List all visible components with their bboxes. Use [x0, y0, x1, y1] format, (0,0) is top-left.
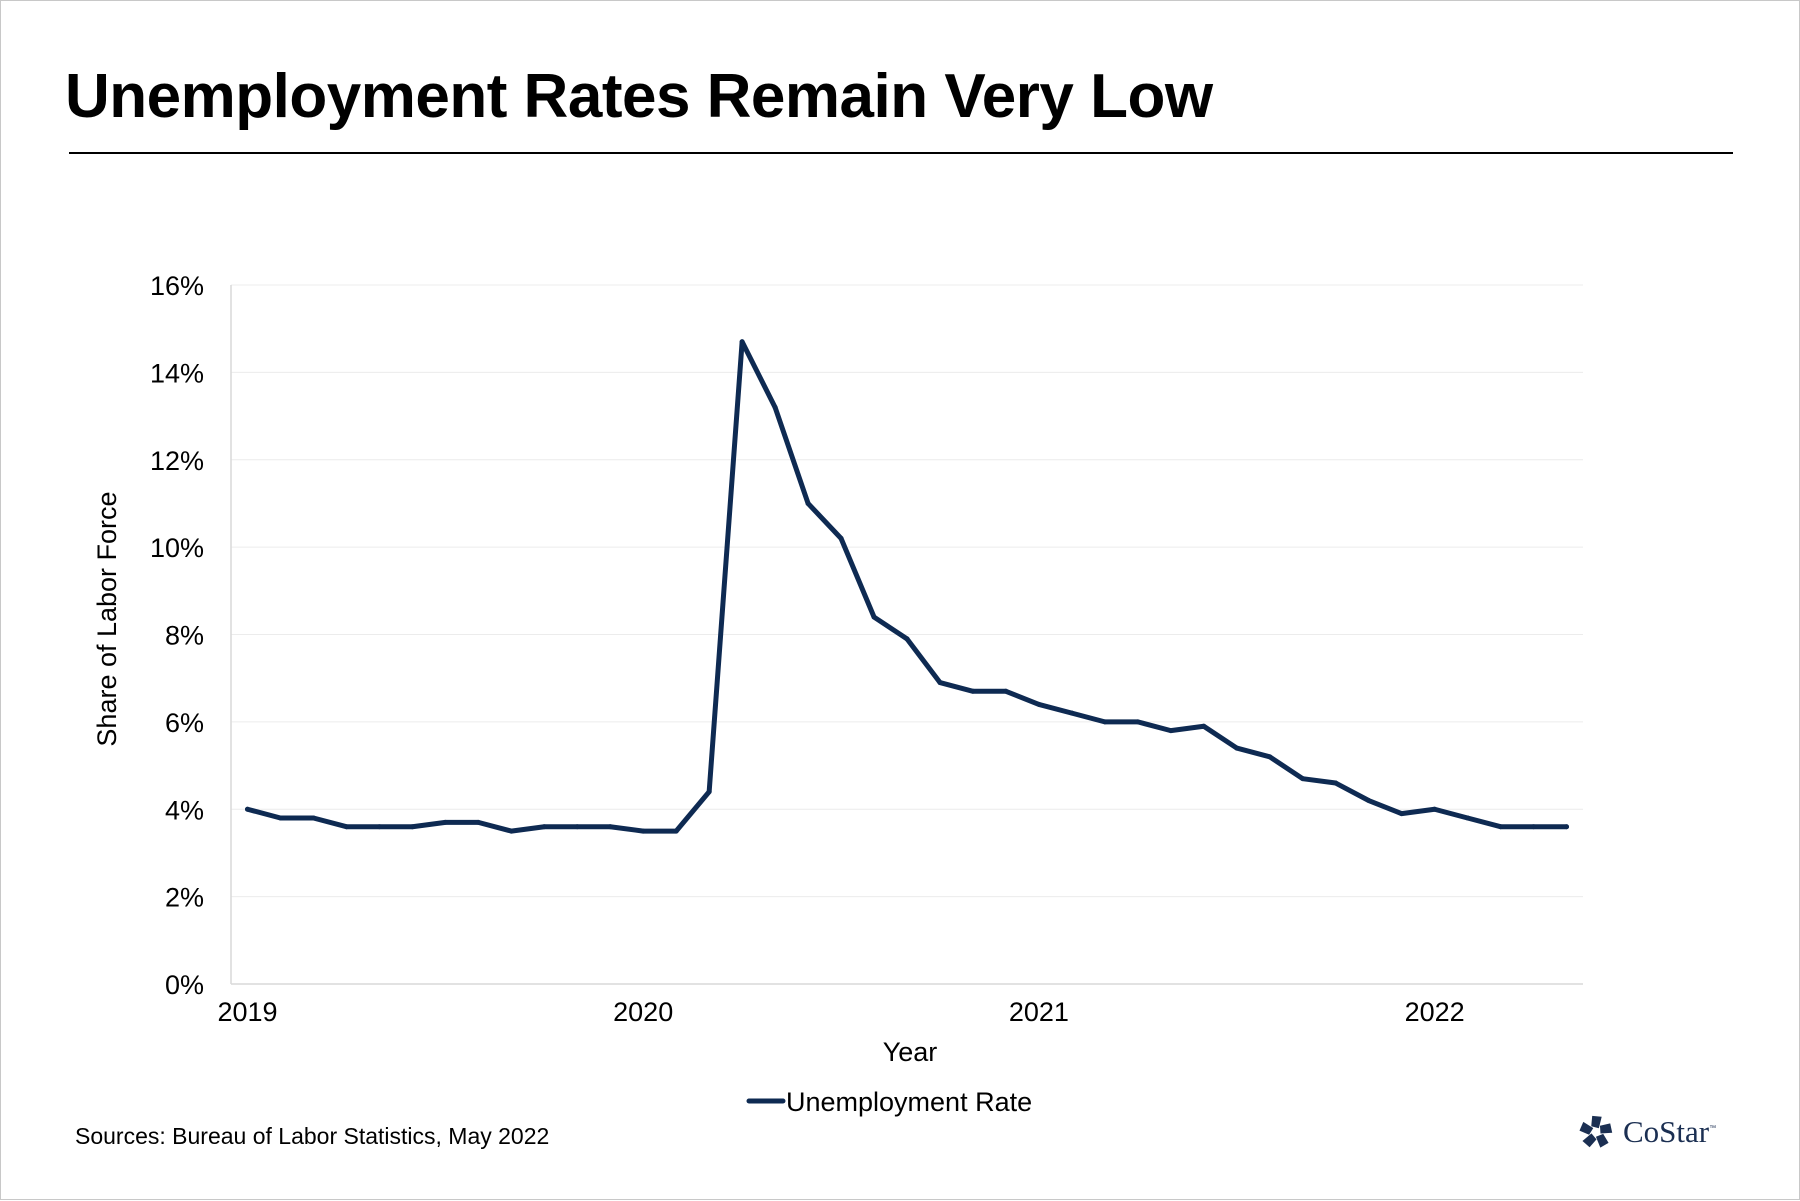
y-tick-label: 6%: [165, 708, 204, 738]
title-divider: [69, 152, 1733, 154]
data-point: [1036, 701, 1042, 707]
data-point: [475, 819, 481, 825]
data-point: [1366, 798, 1372, 804]
data-point: [1300, 776, 1306, 782]
data-point: [1333, 780, 1339, 786]
costar-logo: CoStar ™: [1577, 1113, 1716, 1151]
data-point: [1267, 754, 1273, 760]
data-point: [343, 824, 349, 830]
data-point: [442, 819, 448, 825]
data-point: [739, 339, 745, 345]
x-tick-label: 2019: [217, 997, 277, 1027]
data-point: [1531, 824, 1537, 830]
data-point: [574, 824, 580, 830]
data-point: [244, 806, 250, 812]
data-point: [508, 828, 514, 834]
data-point: [1234, 745, 1240, 751]
axes: [230, 285, 1583, 985]
y-tick-label: 2%: [165, 883, 204, 913]
data-point: [1102, 719, 1108, 725]
data-point: [706, 789, 712, 795]
x-tick-label: 2022: [1405, 997, 1465, 1027]
y-tick-label: 0%: [165, 970, 204, 1000]
logo-text: CoStar: [1623, 1114, 1710, 1149]
logo-trademark: ™: [1709, 1125, 1717, 1132]
data-point: [310, 815, 316, 821]
data-point: [277, 815, 283, 821]
data-point: [1201, 723, 1207, 729]
series-layer: [244, 339, 1570, 834]
data-point: [1168, 728, 1174, 734]
series-line-unemployment-rate: [244, 339, 1570, 834]
source-note: Sources: Bureau of Labor Statistics, May…: [75, 1123, 550, 1149]
x-axis-title: Year: [883, 1037, 938, 1067]
data-point: [1465, 815, 1471, 821]
y-tick-label: 4%: [165, 795, 204, 825]
y-tick-label: 8%: [165, 621, 204, 651]
data-point: [1069, 710, 1075, 716]
star-petal: [1595, 1133, 1609, 1148]
data-point: [541, 824, 547, 830]
data-point: [1003, 688, 1009, 694]
data-point: [805, 500, 811, 506]
data-point: [640, 828, 646, 834]
y-tick-label: 16%: [150, 271, 204, 301]
data-point: [607, 824, 613, 830]
legend-label: Unemployment Rate: [786, 1087, 1032, 1117]
data-point: [904, 636, 910, 642]
star-petal: [1599, 1123, 1613, 1134]
data-point: [871, 614, 877, 620]
data-point: [772, 404, 778, 410]
star-petal: [1582, 1133, 1597, 1148]
axis-labels: 0% 2% 4% 6% 8% 10% 12% 14% 16% 2019 2020 2021 2022 Ye…: [92, 271, 1465, 1067]
data-point: [1399, 811, 1405, 817]
gridlines: [231, 284, 1583, 898]
page-title: Unemployment Rates Remain Very Low: [65, 62, 1213, 131]
data-point: [1564, 824, 1570, 830]
star-petal: [1579, 1121, 1594, 1135]
data-point: [409, 824, 415, 830]
data-point: [838, 535, 844, 541]
x-tick-label: 2021: [1009, 997, 1069, 1027]
legend: Unemployment Rate: [746, 1087, 1032, 1117]
y-axis-title: Share of Labor Force: [92, 491, 122, 746]
y-tick-label: 10%: [150, 533, 204, 563]
data-point: [673, 828, 679, 834]
data-point: [1498, 824, 1504, 830]
data-point: [376, 824, 382, 830]
y-tick-label: 14%: [150, 358, 204, 388]
data-point: [937, 680, 943, 686]
star-petal: [1591, 1115, 1602, 1129]
data-point: [1432, 806, 1438, 812]
x-tick-label: 2020: [613, 997, 673, 1027]
data-point: [970, 688, 976, 694]
y-tick-label: 12%: [150, 446, 204, 476]
costar-star-icon: [1579, 1115, 1613, 1148]
data-point: [1135, 719, 1141, 725]
